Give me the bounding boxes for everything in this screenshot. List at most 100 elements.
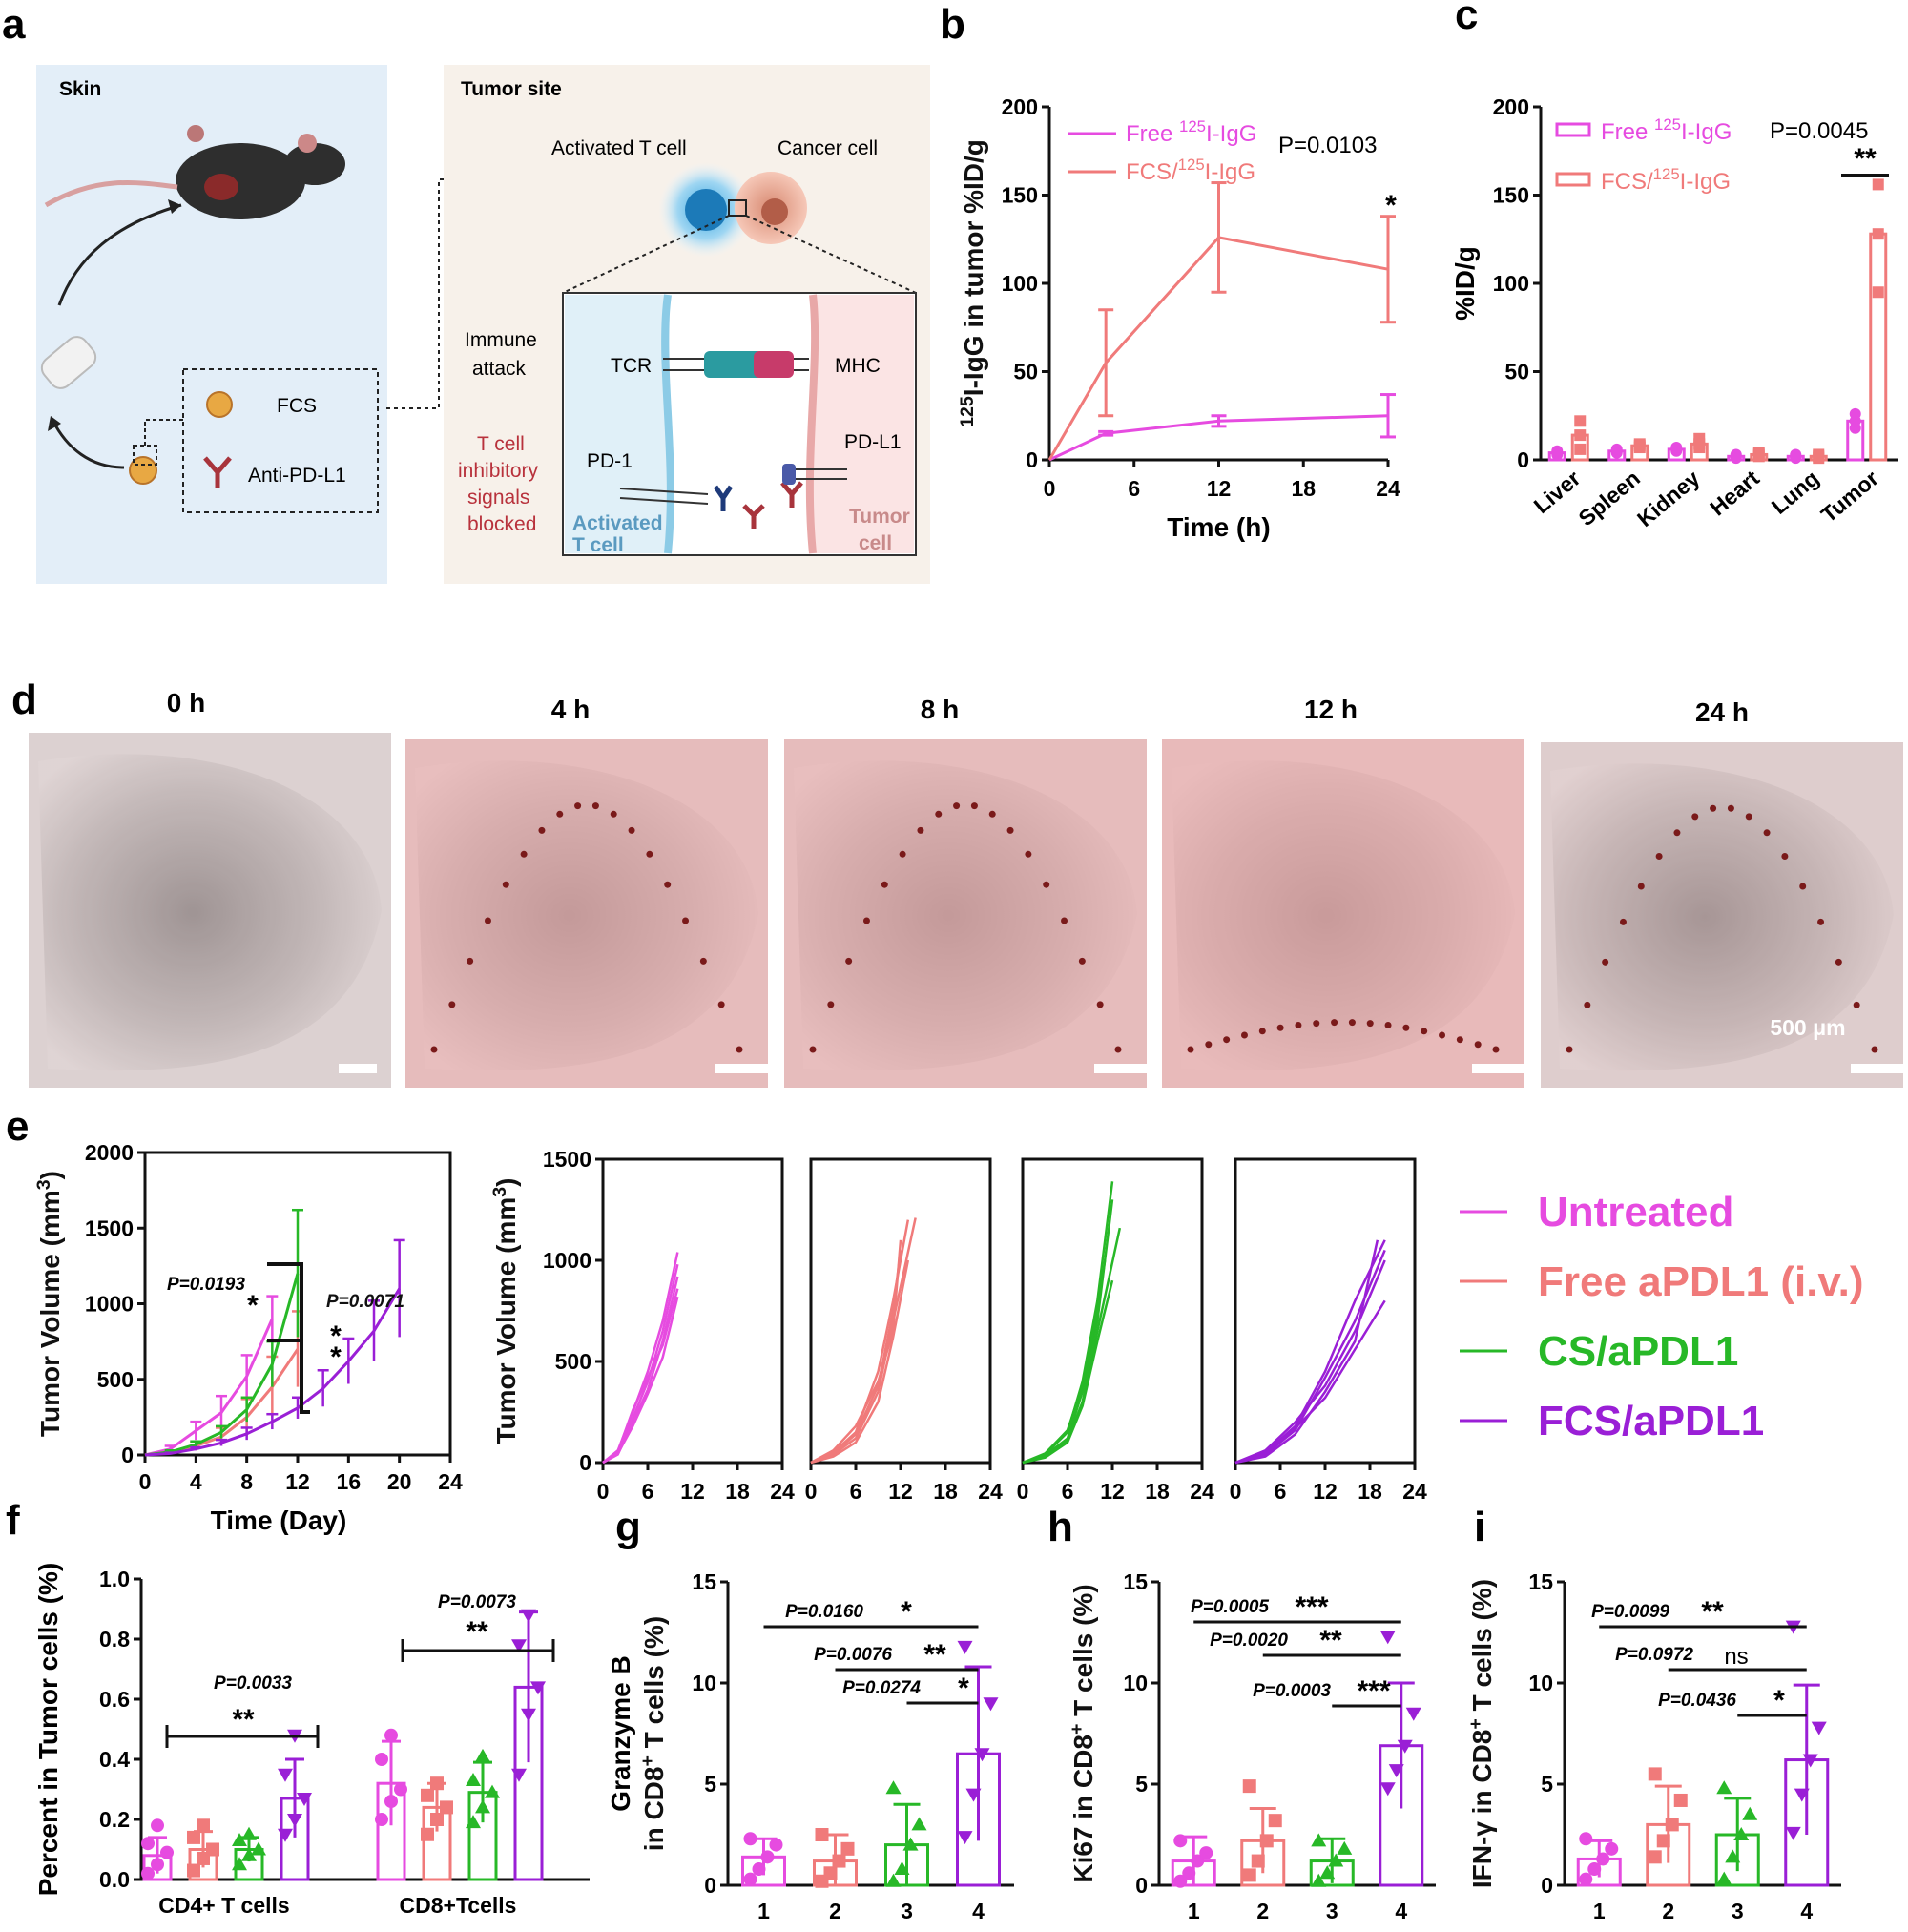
g-sig-mark: * [958,1672,969,1704]
stain-dot [1566,1046,1573,1053]
stain-dot [1223,1036,1231,1044]
stain-dot [1584,1001,1591,1008]
f-point [187,1830,200,1844]
i-sig-mark: * [1773,1685,1785,1716]
chart-i: 0 5 10 15 1 2 3 4 P=0.0099 ** P=0.0972 ns P=0.0436 * I… [1465,1569,1841,1923]
stain-dot [1295,1021,1302,1028]
f-point [375,1813,388,1826]
f-point [521,1609,536,1623]
stain-dot [556,810,564,818]
blocked-2: inhibitory [458,460,539,482]
c-point [1610,443,1623,455]
c-point [1574,443,1587,455]
e-ytick-label: 0 [121,1443,134,1467]
c-ylabel: %ID/g [1450,246,1480,321]
stain-dot [1114,1046,1122,1053]
stain-dot [1619,918,1627,925]
tissue-section [1550,763,1894,1071]
stain-dot [1043,881,1050,888]
i-ylabel: IFN-γ in CD8+ T cells (%) [1465,1579,1497,1888]
e2-ylabel: Tumor Volume (mm3) [489,1178,521,1444]
e-p1: P=0.0193 [167,1275,245,1295]
stain-dot [953,802,961,810]
i-category-label: 4 [1800,1899,1813,1923]
scale-bar [1472,1064,1524,1073]
e2-curve [1234,1239,1379,1465]
c-point [1813,448,1825,461]
stain-dot [1655,852,1663,860]
f-point [278,1828,293,1842]
c-point [1551,445,1564,457]
h-point [1251,1854,1265,1868]
stain-dot [1637,883,1645,890]
h-pvalue: P=0.0005 [1191,1597,1269,1617]
b-series-line [1047,236,1389,461]
stain-dot [1421,1028,1428,1035]
stain-dot [628,826,635,834]
act-t-2: T cell [572,534,624,556]
legend-e-label: Untreated [1538,1189,1733,1236]
h-point [1337,1840,1353,1855]
g-point [752,1862,766,1877]
f-point [151,1818,164,1833]
h-point [1379,1631,1396,1645]
e2-curve [1022,1279,1114,1465]
b-star: * [1385,190,1397,221]
stain-dot [1781,852,1789,860]
e2-ytick-label: 500 [555,1349,591,1374]
i-category-label: 3 [1732,1899,1744,1923]
blocked-1: T cell [477,433,525,455]
i-point [1648,1850,1662,1864]
i-point [1725,1849,1741,1863]
i-point [1579,1832,1593,1846]
b-series-line [1048,414,1389,462]
g-point [983,1697,999,1712]
e2-xtick-label: 12 [1313,1479,1338,1504]
c-point [1872,286,1884,299]
b-xlabel: Time (h) [1167,512,1270,542]
i-point [1794,1788,1810,1802]
tissue-section [38,754,382,1071]
f-point [151,1858,164,1872]
stain-dot [538,826,546,834]
stain-dot [1871,1046,1878,1053]
c-category-label: Lung [1767,466,1824,519]
b-xtick-label: 24 [1376,476,1400,501]
b-ytick-label: 150 [1002,183,1038,208]
h-point [1173,1834,1188,1848]
stain-dot [1240,1031,1248,1039]
f-point [206,1842,219,1857]
i-sig-mark: ns [1724,1644,1748,1670]
stain-dot [1456,1036,1463,1044]
h-point [1311,1833,1327,1847]
tcr-label: TCR [611,355,652,377]
i-point [1656,1834,1670,1848]
f-point [160,1845,174,1859]
c-star: ** [1854,143,1877,175]
skin-label: Skin [59,78,101,100]
f-point [197,1818,210,1833]
e2-curve [602,1296,679,1465]
i-point [1733,1827,1750,1840]
stain-dot [1727,804,1734,812]
e-ytick-label: 1000 [85,1292,134,1317]
tumor-cell-1: Tumor [849,506,910,528]
e-xlabel: Time (Day) [211,1506,347,1535]
c-category-label: Tumor [1816,466,1883,528]
f-point [511,1639,527,1653]
mhc-label: MHC [835,355,881,377]
h-point [1182,1866,1196,1880]
stain-dot [610,810,617,818]
c-point [1574,415,1587,427]
f-ytick-label: 0.4 [99,1747,130,1772]
h-pvalue: P=0.0020 [1210,1631,1288,1651]
e2-curve [1234,1239,1386,1465]
act-t-1: Activated [572,512,663,534]
g-point [902,1837,919,1851]
legend-e-label: FCS/aPDL1 [1538,1398,1764,1444]
f-point [430,1776,444,1791]
h-point [1242,1868,1256,1882]
stain-dot [467,957,474,965]
f-ytick-label: 1.0 [99,1567,130,1591]
fluorescence-overlay [1541,742,1903,1088]
